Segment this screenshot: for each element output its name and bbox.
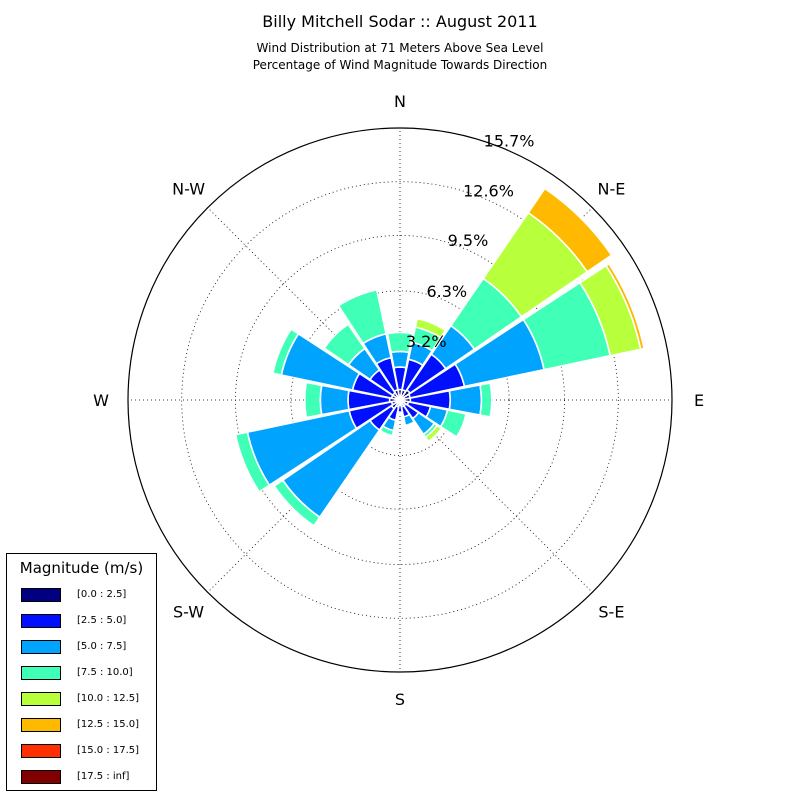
legend-label: [5.0 : 7.5] <box>77 641 127 652</box>
magnitude-legend: Magnitude (m/s) [0.0 : 2.5] [2.5 : 5.0] … <box>6 553 157 791</box>
wind-bars <box>234 187 646 527</box>
direction-label: E <box>694 391 704 410</box>
wind-bar-segment <box>303 381 323 419</box>
legend-swatch <box>21 588 61 602</box>
legend-label: [7.5 : 10.0] <box>77 667 133 678</box>
direction-label: S <box>395 690 405 709</box>
direction-label: S-W <box>173 602 204 621</box>
legend-label: [15.0 : 17.5] <box>77 745 140 756</box>
legend-swatch <box>21 614 61 628</box>
radial-tick-label: 3.2% <box>406 332 447 351</box>
direction-label: N-E <box>597 180 625 199</box>
wind-bar-segment <box>390 350 410 369</box>
wind-bar-segment <box>379 425 395 437</box>
wind-bar-segment <box>424 424 443 443</box>
wind-bar-segment <box>337 288 388 345</box>
radial-tick-label: 6.3% <box>426 282 467 301</box>
radial-tick-label: 15.7% <box>484 132 535 151</box>
legend-label: [0.0 : 2.5] <box>77 589 127 600</box>
legend-swatch <box>21 666 61 680</box>
direction-label: W <box>93 391 109 410</box>
direction-label: N-W <box>172 180 205 199</box>
direction-label: N <box>394 92 406 111</box>
legend-label: [12.5 : 15.0] <box>77 719 140 730</box>
legend-swatch <box>21 692 61 706</box>
wind-bar-segment <box>386 331 414 354</box>
wind-bar-segment <box>439 409 468 439</box>
wind-bar-segment <box>527 187 613 273</box>
grid-circle <box>181 181 619 619</box>
chart-subtitle-line1: Wind Distribution at 71 Meters Above Sea… <box>256 41 544 55</box>
chart-subtitle-line2: Percentage of Wind Magnitude Towards Dir… <box>252 58 548 72</box>
legend-swatch <box>21 640 61 654</box>
legend-swatch <box>21 744 61 758</box>
legend-swatch <box>21 718 61 732</box>
wind-bar-segment <box>234 431 271 493</box>
radial-tick-label: 12.6% <box>463 181 514 200</box>
wind-bar-segment <box>448 384 483 416</box>
wind-bar-segment <box>271 327 300 376</box>
chart-title: Billy Mitchell Sodar :: August 2011 <box>262 12 538 31</box>
legend-label: [10.0 : 12.5] <box>77 693 140 704</box>
legend-label: [17.5 : inf] <box>77 771 130 782</box>
grid-spoke <box>399 399 593 593</box>
legend-swatch <box>21 770 61 784</box>
wind-bar-segment <box>323 323 366 366</box>
wind-bar-segment <box>273 479 321 527</box>
wind-bar-segment <box>414 317 447 339</box>
direction-label: S-E <box>598 602 624 621</box>
legend-title: Magnitude (m/s) <box>19 559 144 577</box>
outer-circle <box>127 127 673 673</box>
legend-label: [2.5 : 5.0] <box>77 615 127 626</box>
polar-labels: N N-E E S-E S S-W W N-W 3.2% 6.3% 9.5% 12.6% 15.7% <box>93 92 704 709</box>
wind-bar-segment <box>402 413 416 427</box>
radial-tick-label: 9.5% <box>448 231 489 250</box>
wind-bar-segment <box>604 262 646 351</box>
wind-bar-segment <box>319 384 350 416</box>
wind-bar-segment <box>479 382 493 418</box>
grid-spoke <box>207 207 401 401</box>
